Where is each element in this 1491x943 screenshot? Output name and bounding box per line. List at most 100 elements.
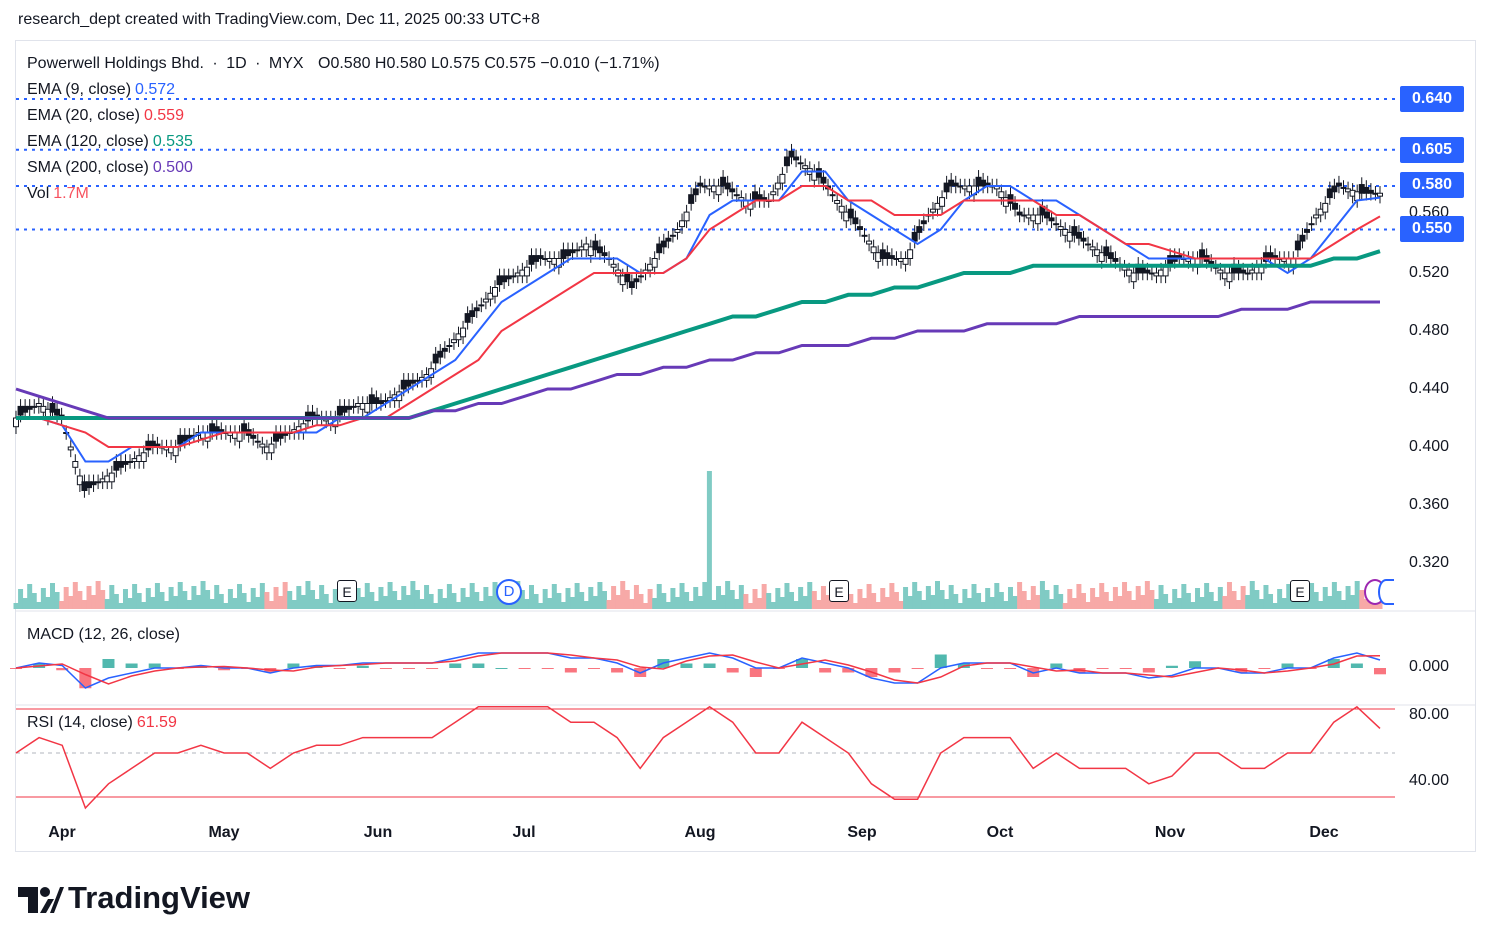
volume-bar [989, 597, 995, 609]
candle-body [1053, 223, 1060, 226]
volume-bar [328, 603, 334, 609]
price-tag-0640[interactable]: 0.640 [1400, 86, 1464, 112]
price-tag-0550[interactable]: 0.550 [1400, 216, 1464, 242]
volume-bar [789, 592, 795, 609]
volume-bar [985, 588, 991, 609]
candle-body [601, 252, 608, 257]
volume-bar [556, 593, 562, 609]
candle-body [720, 176, 727, 187]
ema120-value: 0.535 [152, 133, 193, 150]
volume-bar [255, 597, 261, 609]
volume-bar [579, 592, 585, 609]
volume-bar [1003, 601, 1009, 609]
sma200-legend[interactable]: SMA (200, close) 0.500 [27, 159, 193, 177]
candle-body [674, 229, 681, 233]
volume-bar [519, 590, 525, 609]
candle-body [815, 168, 822, 178]
volume-bar [1176, 598, 1182, 609]
volume-bar [921, 600, 927, 609]
volume-bar [962, 589, 968, 609]
macd-label: MACD (12, 26, close) [27, 626, 180, 643]
volume-bar [474, 592, 480, 609]
price-tag-0580[interactable]: 0.580 [1400, 172, 1464, 198]
candle-body [1331, 185, 1338, 193]
volume-bar [1286, 584, 1292, 609]
macd-histogram-bar [495, 668, 508, 669]
volume-bar [232, 598, 238, 609]
macd-histogram-bar [356, 665, 369, 668]
candle-body [637, 275, 644, 278]
volume-bar [852, 603, 858, 609]
volume-bar [725, 581, 731, 609]
ma-line [16, 249, 1381, 420]
volume-bar [1044, 590, 1050, 609]
volume-bar [880, 588, 886, 609]
candle-body [482, 298, 489, 303]
candle-body [460, 327, 467, 338]
volume-bar [624, 590, 630, 609]
price-tag-0605[interactable]: 0.605 [1400, 137, 1464, 163]
volume-bar [757, 598, 763, 609]
volume-bar [1126, 591, 1132, 609]
rsi-legend[interactable]: RSI (14, close) 61.59 [27, 714, 177, 732]
volume-bar [1030, 586, 1036, 609]
volume-bar [1213, 601, 1219, 609]
volume-bar [643, 603, 649, 609]
volume-bar [1327, 596, 1333, 609]
candle-body [715, 185, 722, 196]
ema9-legend[interactable]: EMA (9, close) 0.572 [27, 81, 175, 99]
candle-body [902, 258, 909, 265]
volume-bar [606, 600, 612, 609]
candle-body [1367, 189, 1374, 194]
interval-label[interactable]: 1D [226, 55, 247, 72]
rsi-label: RSI (14, close) [27, 714, 133, 731]
ema120-legend[interactable]: EMA (120, close) 0.535 [27, 133, 193, 151]
candle-body [574, 249, 581, 252]
candle-body [1016, 211, 1023, 216]
candle-body [929, 208, 936, 213]
candle-body [76, 475, 83, 486]
macd-histogram-bar [333, 668, 346, 669]
macd-histogram-bar [449, 663, 462, 668]
volume-bar [820, 586, 826, 609]
volume-bar [378, 587, 384, 609]
earnings-event-icon[interactable]: E [829, 580, 849, 602]
candle-body [1326, 188, 1333, 199]
symbol-name[interactable]: Powerwell Holdings Bhd. [27, 55, 204, 72]
volume-bar [1039, 581, 1045, 609]
candle-body [1130, 272, 1137, 283]
volume-bar [1254, 590, 1260, 609]
tradingview-logo[interactable]: TradingView [18, 880, 250, 916]
volume-bar [729, 590, 735, 609]
earnings-event-icon[interactable]: E [337, 580, 357, 602]
macd-legend[interactable]: MACD (12, 26, close) [27, 626, 180, 644]
candle-body [651, 258, 658, 268]
candle-body [1308, 223, 1315, 226]
candle-body [1377, 192, 1383, 197]
volume-bar [278, 596, 284, 609]
volume-bar [697, 596, 703, 609]
volume-bar [629, 599, 635, 609]
volume-bar [177, 582, 183, 609]
candle-body [1144, 269, 1151, 274]
volume-bar [1172, 589, 1178, 609]
attribution-header: research_dept created with TradingView.c… [18, 11, 540, 28]
volume-bar [903, 587, 909, 609]
earnings-event-icon[interactable]: E [1290, 580, 1310, 602]
macd-histogram-bar [980, 668, 993, 669]
volume-bar [898, 601, 904, 609]
dividend-event-icon[interactable]: D [496, 579, 522, 605]
volume-bar [360, 597, 366, 609]
candle-body [49, 403, 56, 413]
volume-bar [1049, 599, 1055, 609]
candle-body [67, 446, 74, 451]
volume-bar [574, 583, 580, 609]
volume-bar [1363, 599, 1369, 609]
candle-body [1034, 214, 1041, 225]
volume-bar [583, 601, 589, 609]
volume-legend[interactable]: Vol 1.7M [27, 185, 89, 203]
ema20-legend[interactable]: EMA (20, close) 0.559 [27, 107, 184, 125]
dividend-event-icon[interactable] [1378, 579, 1394, 605]
volume-bar [223, 603, 229, 609]
